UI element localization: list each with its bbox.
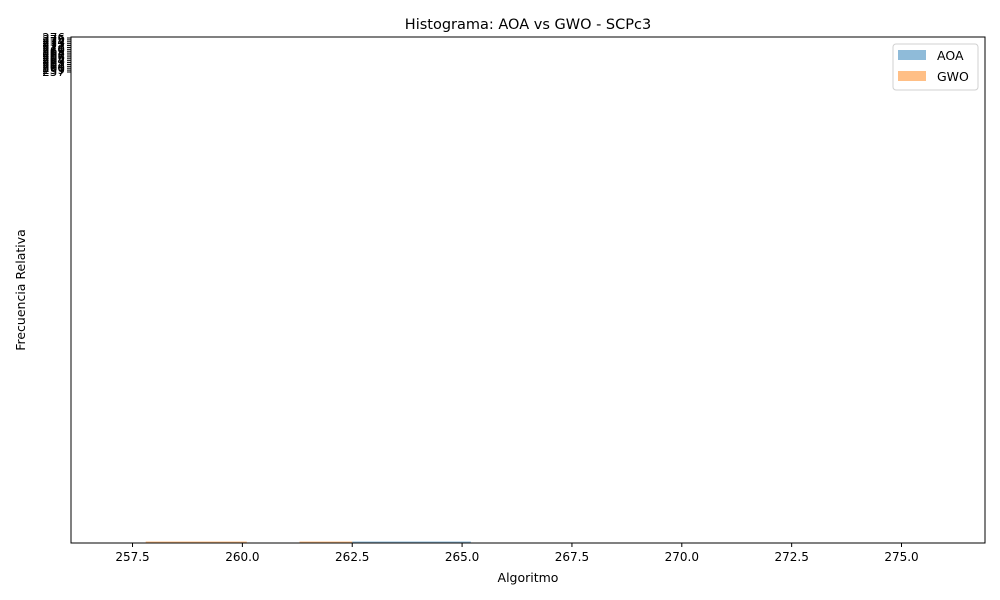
x-tick-label: 257.5 <box>115 550 149 564</box>
y-tick-label: 264 <box>42 54 65 68</box>
y-tick-label: 262 <box>42 57 65 71</box>
plot-frame <box>70 36 986 544</box>
y-tick-label: 266 <box>42 50 65 64</box>
bars-layer <box>145 541 471 543</box>
x-tick-label: 262.5 <box>335 550 369 564</box>
legend-label-gwo: GWO <box>937 69 969 84</box>
y-tick-label: 272 <box>42 39 65 53</box>
y-tick-label: 259 <box>42 63 65 77</box>
y-tick-label: 261 <box>42 59 65 73</box>
x-tick-label: 270.0 <box>665 550 699 564</box>
x-tick-label: 267.5 <box>555 550 589 564</box>
y-tick-label: 274 <box>42 35 65 49</box>
y-tick-label: 270 <box>42 42 65 56</box>
y-tick-label: 268 <box>42 46 65 60</box>
x-tick-label: 265.0 <box>445 550 479 564</box>
y-tick-label: 269 <box>42 44 65 58</box>
y-tick-label: 263 <box>42 56 65 70</box>
y-tick-label: 257 <box>42 65 65 79</box>
legend-swatch-aoa <box>898 50 926 60</box>
y-axis-label: Frecuencia Relativa <box>13 229 28 351</box>
histogram-bar-aoa-0 <box>352 541 471 543</box>
plot-area <box>71 37 985 543</box>
x-tick-label: 275.0 <box>884 550 918 564</box>
y-tick-label: 275 <box>42 33 65 47</box>
x-ticks: 257.5 260.0 262.5 265.0 267.5 270.0 272.5 275.0 <box>115 543 919 564</box>
x-axis-label: Algoritmo <box>498 570 559 585</box>
y-ticks: 2572592602612622632642652662672682692702… <box>42 31 71 79</box>
y-tick-label: 273 <box>42 37 65 51</box>
y-tick-label: 267 <box>42 48 65 62</box>
x-tick-label: 272.5 <box>774 550 808 564</box>
histogram-bar-gwo-1 <box>299 541 353 543</box>
histogram-bar-gwo-0 <box>145 541 247 543</box>
x-tick-label: 260.0 <box>225 550 259 564</box>
y-tick-label: 265 <box>42 52 65 66</box>
y-tick-label: 260 <box>42 61 65 75</box>
chart-title: Histograma: AOA vs GWO - SCPc3 <box>405 17 651 33</box>
y-tick-label: 276 <box>42 31 65 45</box>
legend-label-aoa: AOA <box>937 48 964 63</box>
y-tick-label: 271 <box>42 40 65 54</box>
legend: AOA GWO <box>892 43 979 91</box>
legend-swatch-gwo <box>898 71 926 81</box>
